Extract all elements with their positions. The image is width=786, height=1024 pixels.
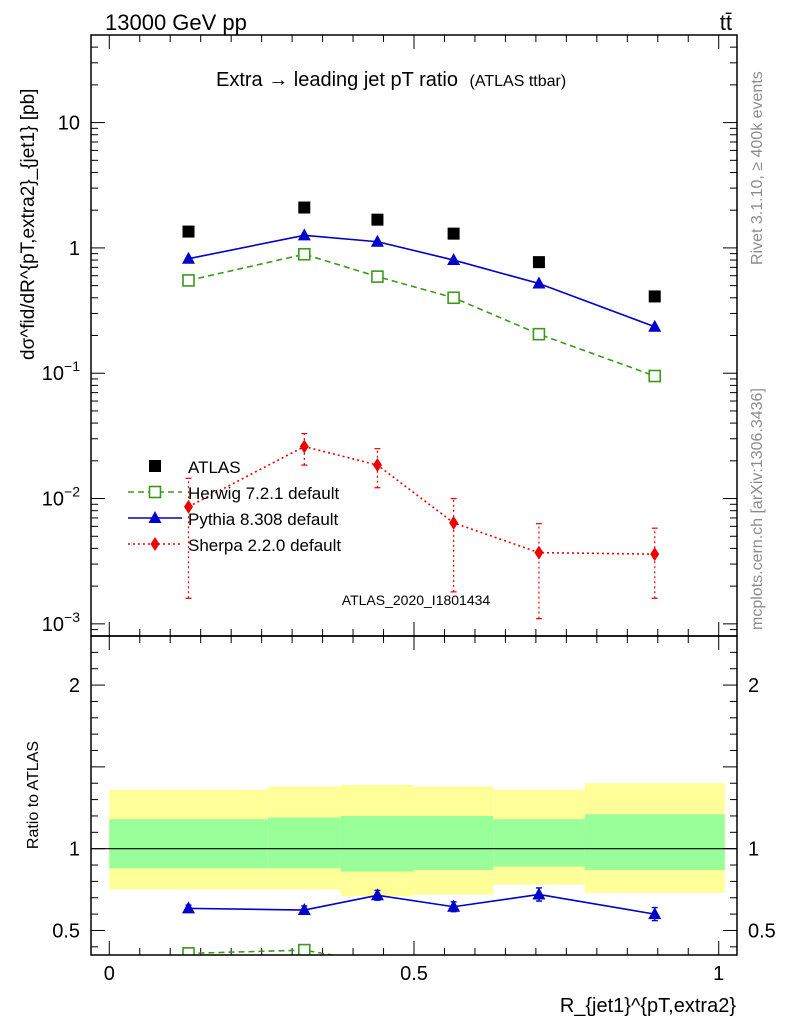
- legend-marker: [148, 485, 162, 499]
- data-point: [182, 274, 195, 287]
- data-point: [650, 547, 660, 562]
- ratio-series-herwig: [182, 943, 337, 955]
- uncertainty-band-inner: [493, 819, 585, 867]
- ratio-y-axis-label: Ratio to ATLAS: [25, 741, 42, 849]
- data-point: [449, 515, 459, 530]
- uncertainty-band-inner: [414, 815, 494, 870]
- tick-base: 10: [42, 489, 64, 511]
- main-y-tick-label: 10−3: [42, 609, 80, 636]
- data-point: [447, 253, 461, 266]
- ratio-panel-frame: [90, 635, 738, 956]
- main-title-suffix: (ATLAS ttbar): [470, 73, 567, 90]
- tick-base: 10: [42, 363, 64, 385]
- data-point: [298, 201, 311, 214]
- main-title-text: Extra → leading jet pT ratio: [216, 69, 458, 91]
- watermark: ATLAS_2020_I1801434: [342, 592, 491, 608]
- main-title: Extra → leading jet pT ratio (ATLAS ttba…: [216, 69, 566, 91]
- ratio-data-point: [182, 947, 195, 955]
- ratio-panel: 0.5 0.5 1 1 2 2 0 0.5 1 Ratio to ATLAS R_{jet1}^…: [25, 635, 776, 1017]
- ratio-data-point: [648, 907, 662, 920]
- legend: ATLAS Herwig 7.2.1 default Pythia 8.308 de…: [128, 458, 341, 555]
- uncertainty-band-inner: [584, 814, 725, 870]
- main-y-tick-label: 1: [69, 238, 80, 260]
- x-tick-label: 0.5: [400, 963, 428, 985]
- legend-marker: [150, 537, 160, 551]
- data-point: [298, 247, 311, 261]
- data-point: [182, 251, 196, 264]
- ratio-series-group: [182, 887, 662, 955]
- data-point: [297, 228, 311, 241]
- ratio-plot-layer: 0.5 0.5 1 1 2 2 0 0.5 1: [52, 635, 776, 985]
- x-axis-label: R_{jet1}^{pT,extra2}: [560, 995, 737, 1017]
- ratio-data-point: [370, 888, 384, 901]
- ratio-y-tick-label: 2: [69, 675, 80, 697]
- ratio-y-tick-label: 2: [748, 675, 759, 697]
- legend-marker: [149, 460, 161, 472]
- uncertainty-band-inner: [267, 817, 341, 869]
- data-point: [371, 213, 384, 226]
- legend-entry: Herwig 7.2.1 default: [128, 484, 339, 503]
- x-tick-label: 1: [713, 963, 724, 985]
- ratio-y-tick-label: 0.5: [52, 920, 80, 942]
- series-herwig: [182, 247, 662, 383]
- data-point: [648, 319, 662, 332]
- legend-marker: [148, 511, 162, 523]
- series-atlas: [182, 201, 661, 303]
- series-line: [188, 234, 656, 328]
- x-tick-label: 0: [104, 963, 115, 985]
- rivet-version-label: Rivet 3.1.10, ≥ 400k events: [749, 71, 766, 265]
- ratio-y-tick-label: 1: [748, 839, 759, 861]
- main-y-tick-label: 10: [58, 113, 80, 135]
- ratio-series-pythia: [182, 887, 662, 922]
- main-y-tick-label: 10−1: [42, 358, 80, 385]
- tick-exponent: −1: [64, 358, 80, 374]
- tick-base: 10: [42, 614, 64, 636]
- main-y-axis-label: dσ^fid/dR^{pT,extra2}_{jet1} [pb]: [18, 89, 39, 360]
- data-point: [371, 270, 384, 283]
- data-point: [648, 369, 662, 383]
- data-point: [447, 227, 460, 240]
- legend-label: Herwig 7.2.1 default: [188, 484, 339, 503]
- legend-entry: Sherpa 2.2.0 default: [128, 536, 341, 555]
- data-point: [534, 545, 544, 560]
- ratio-data-point: [447, 899, 461, 912]
- data-point: [372, 458, 382, 473]
- ratio-data-point: [298, 943, 311, 955]
- main-y-tick-label: 10−2: [42, 484, 80, 511]
- legend-label: Pythia 8.308 default: [188, 510, 339, 529]
- series-line: [188, 445, 655, 555]
- data-point: [370, 234, 384, 247]
- legend-label: ATLAS: [188, 458, 241, 477]
- tick-exponent: −2: [64, 484, 80, 500]
- legend-entry: Pythia 8.308 default: [128, 510, 339, 529]
- series-pythia: [182, 228, 662, 332]
- ratio-series-line: [188, 893, 655, 915]
- data-point: [447, 291, 460, 305]
- data-point: [299, 439, 309, 454]
- legend-label: Sherpa 2.2.0 default: [188, 536, 341, 555]
- ratio-y-tick-label: 0.5: [748, 920, 776, 942]
- header-channel-label: tt̄: [720, 10, 732, 35]
- data-point: [532, 327, 546, 341]
- ratio-y-tick-label: 1: [69, 839, 80, 861]
- uncertainty-band-inner: [340, 815, 414, 872]
- series-sherpa: [184, 432, 660, 620]
- data-point: [184, 499, 194, 514]
- tick-exponent: −3: [64, 609, 80, 625]
- data-point: [648, 290, 661, 303]
- data-point: [532, 256, 545, 269]
- header-process-label: 13000 GeV pp: [105, 10, 247, 35]
- data-point: [182, 225, 195, 238]
- mcplots-label: mcplots.cern.ch [arXiv:1306.3436]: [749, 388, 766, 630]
- uncertainty-band-inner: [109, 819, 268, 869]
- ratio-data-point: [532, 887, 546, 900]
- ratio-data-point: [182, 901, 196, 914]
- series-line: [188, 253, 655, 377]
- ratio-data-point: [297, 903, 311, 916]
- legend-entry: ATLAS: [149, 458, 241, 477]
- data-point: [532, 276, 546, 289]
